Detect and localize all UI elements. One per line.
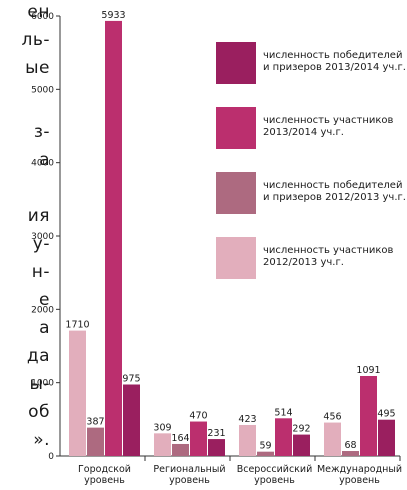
bar	[87, 427, 104, 456]
legend-label: и призеров 2013/2014 уч.г.	[263, 62, 406, 73]
page-text-line: ые	[25, 58, 50, 78]
bar	[324, 422, 341, 456]
x-category-label: Международный	[317, 464, 402, 475]
bar-value-label: 423	[238, 414, 256, 425]
page-text-line: а	[39, 318, 50, 338]
page-text-line: з-	[33, 122, 50, 142]
bar-value-label: 231	[207, 428, 225, 439]
legend-label: численность победителей	[263, 50, 402, 61]
bar	[239, 424, 256, 456]
legend-label: и призеров 2012/2013 уч.г.	[263, 192, 406, 203]
bar-value-label: 68	[344, 440, 356, 451]
bar	[378, 419, 395, 456]
page-text-column: ен ль-ые з-а ия у-н-е а да ы-об».	[0, 0, 52, 490]
bar-value-label: 387	[86, 417, 104, 428]
bar	[342, 451, 359, 456]
page-text-line: об	[28, 402, 50, 422]
y-tick-label: 2000	[31, 305, 54, 315]
y-tick-label: 1000	[31, 379, 54, 389]
x-category-label: уровень	[169, 475, 210, 486]
x-category-label: уровень	[84, 475, 125, 486]
legend-swatch	[216, 237, 256, 279]
bar-value-label: 470	[189, 411, 207, 422]
y-tick-label: 5000	[31, 85, 54, 95]
bar	[208, 439, 225, 456]
bar-value-label: 292	[292, 424, 310, 435]
axis-layer: 0100020003000400050006000Городскойуровен…	[31, 12, 402, 486]
page-text-line: да	[26, 346, 50, 366]
legend-swatch	[216, 172, 256, 214]
page-text-line: ия	[27, 206, 50, 226]
page-text-line: ль-	[21, 30, 50, 50]
legend-label: 2012/2013 уч.г.	[263, 257, 344, 268]
legend-swatch	[216, 42, 256, 84]
legend-label: численность победителей	[263, 180, 402, 191]
y-tick-label: 4000	[31, 159, 54, 169]
bar	[69, 330, 86, 456]
bar	[154, 433, 171, 456]
legend-label: численность участников	[263, 245, 394, 256]
page-text-line: е	[39, 290, 50, 310]
page-text-line: у-	[32, 234, 50, 254]
x-category-label: Всероссийский	[237, 464, 313, 475]
bar-value-label: 1091	[356, 365, 380, 376]
x-category-label: уровень	[339, 475, 380, 486]
x-category-label: Региональный	[153, 464, 225, 475]
bar	[360, 375, 377, 456]
bar	[105, 20, 122, 457]
bar-value-label: 514	[274, 407, 292, 418]
bar-value-label: 456	[323, 412, 341, 423]
bar-value-label: 309	[153, 422, 171, 433]
bar	[293, 434, 310, 456]
bar-value-label: 495	[377, 409, 395, 420]
bar	[257, 451, 274, 456]
y-tick-label: 3000	[31, 232, 54, 242]
legend-label: численность участников	[263, 115, 394, 126]
x-category-label: уровень	[254, 475, 295, 486]
legend-label: 2013/2014 уч.г.	[263, 127, 344, 138]
bar	[275, 418, 292, 456]
page-text-line: ы-	[29, 374, 50, 394]
bar-value-label: 5933	[101, 10, 125, 21]
bar	[172, 443, 189, 456]
y-tick-label: 0	[48, 452, 54, 462]
page-text-line: н-	[31, 262, 50, 282]
y-tick-label: 6000	[31, 12, 54, 22]
bar-value-label: 59	[259, 441, 271, 452]
bar-value-label: 164	[171, 433, 189, 444]
legend-swatch	[216, 107, 256, 149]
x-category-label: Городской	[78, 464, 131, 475]
bar	[190, 421, 207, 456]
page-text-line: ен	[27, 2, 50, 22]
bar	[123, 384, 140, 456]
page-text-line: а	[39, 150, 50, 170]
page-text-line: ».	[33, 430, 50, 450]
bar-value-label: 975	[122, 374, 140, 385]
bar-value-label: 1710	[65, 320, 89, 331]
